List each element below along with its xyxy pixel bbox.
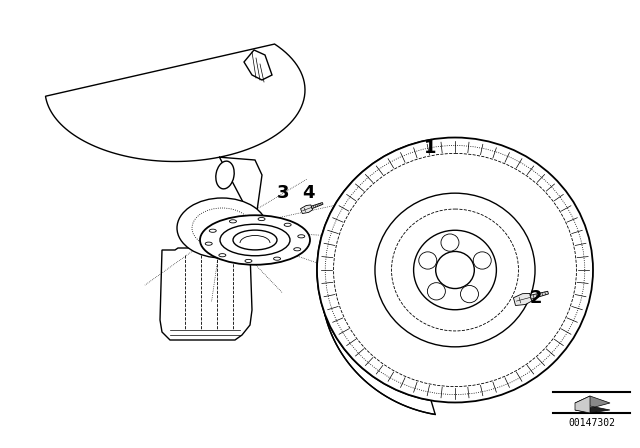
Ellipse shape <box>209 229 216 233</box>
Ellipse shape <box>216 161 234 189</box>
Ellipse shape <box>177 198 267 258</box>
Ellipse shape <box>273 257 280 260</box>
Ellipse shape <box>200 215 310 265</box>
Ellipse shape <box>375 193 535 347</box>
Polygon shape <box>244 50 272 80</box>
Ellipse shape <box>298 235 305 238</box>
Ellipse shape <box>441 234 459 251</box>
Ellipse shape <box>229 220 236 223</box>
Text: 4: 4 <box>301 184 314 202</box>
Ellipse shape <box>436 251 474 289</box>
Ellipse shape <box>284 223 291 226</box>
Ellipse shape <box>192 208 252 248</box>
Ellipse shape <box>428 283 445 300</box>
Ellipse shape <box>413 230 497 310</box>
Ellipse shape <box>219 254 226 257</box>
Ellipse shape <box>419 252 436 269</box>
Polygon shape <box>160 248 252 340</box>
Polygon shape <box>575 396 590 413</box>
Text: 00147302: 00147302 <box>568 418 616 428</box>
Text: 2: 2 <box>530 289 542 307</box>
Polygon shape <box>45 44 305 225</box>
Ellipse shape <box>473 252 492 269</box>
Polygon shape <box>575 396 610 407</box>
Text: 3: 3 <box>276 184 289 202</box>
Ellipse shape <box>317 138 593 402</box>
Ellipse shape <box>245 259 252 263</box>
Polygon shape <box>317 139 435 414</box>
Polygon shape <box>301 205 312 214</box>
Polygon shape <box>311 202 323 209</box>
Ellipse shape <box>461 285 479 303</box>
Text: 1: 1 <box>424 139 436 157</box>
Polygon shape <box>530 291 548 299</box>
Ellipse shape <box>258 217 265 220</box>
Polygon shape <box>575 407 610 413</box>
Polygon shape <box>513 293 532 306</box>
Ellipse shape <box>220 224 290 256</box>
Ellipse shape <box>205 242 212 245</box>
Ellipse shape <box>294 248 301 251</box>
Ellipse shape <box>233 230 277 250</box>
